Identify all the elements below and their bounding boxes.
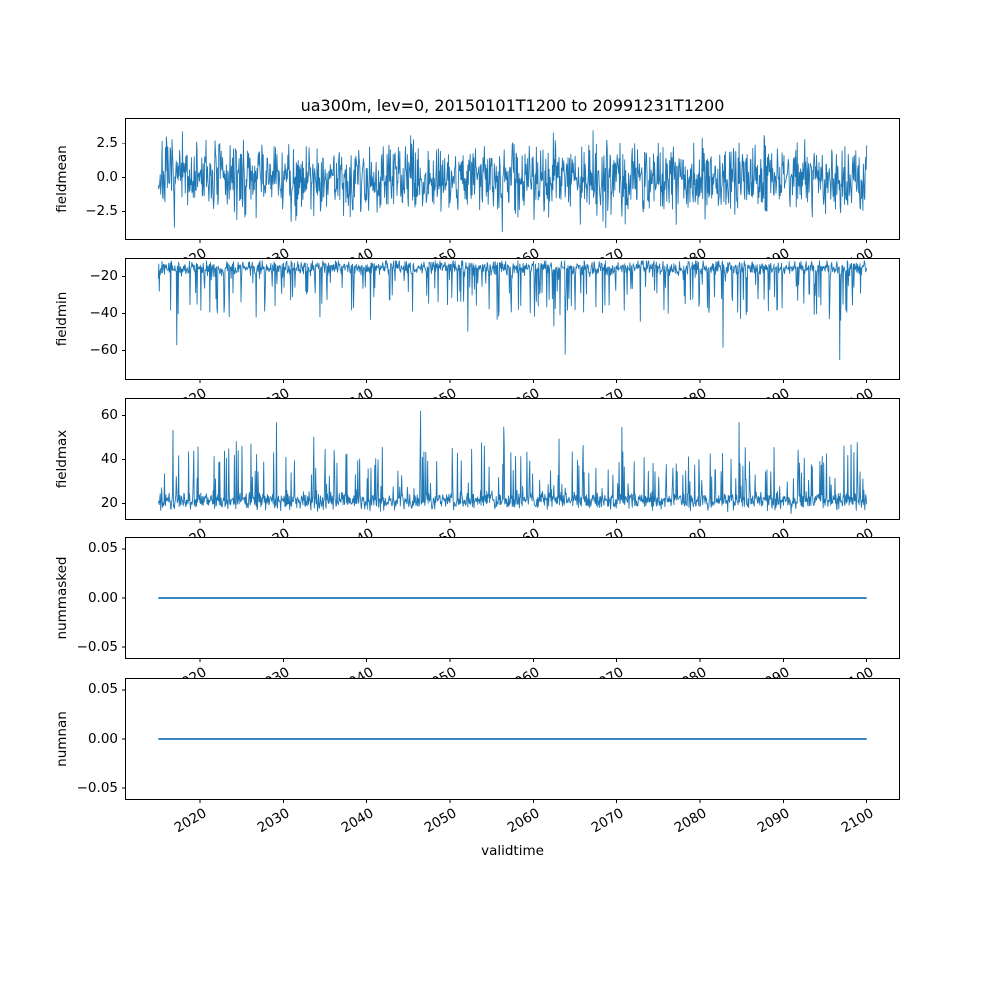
subplot-fieldmax: fieldmax 2040602020203020402050206020702… bbox=[0, 398, 1000, 556]
y-tick-label: 0.00 bbox=[87, 730, 118, 747]
y-tick-label: −60 bbox=[89, 341, 119, 358]
y-tick-label: −0.05 bbox=[76, 638, 118, 655]
y-tick-label: −20 bbox=[89, 267, 119, 284]
x-tick-label: 2100 bbox=[838, 805, 877, 837]
line-plot-fieldmin bbox=[122, 258, 900, 383]
chart-title: ua300m, lev=0, 20150101T1200 to 20991231… bbox=[300, 96, 725, 115]
x-tick-label: 2070 bbox=[588, 805, 627, 837]
plot-area-nummasked bbox=[122, 537, 900, 662]
subplot-fieldmean: fieldmean 2.50.0−2.520202030204020502060… bbox=[0, 118, 1000, 276]
x-tick-label: 2040 bbox=[338, 805, 377, 837]
y-axis-label-fieldmax: fieldmax bbox=[54, 429, 70, 489]
x-axis-label: validtime bbox=[481, 843, 544, 859]
y-tick-label: 0.0 bbox=[96, 169, 118, 186]
subplot-nummasked: nummasked 0.050.00−0.0520202030204020502… bbox=[0, 537, 1000, 695]
y-tick-label: 0.05 bbox=[87, 540, 118, 557]
x-tick-label: 2060 bbox=[505, 805, 543, 837]
y-tick-label: −2.5 bbox=[85, 203, 118, 220]
y-axis-label-fieldmean: fieldmean bbox=[54, 145, 70, 213]
plot-area-fieldmean bbox=[122, 118, 900, 243]
plot-area-fieldmax bbox=[122, 398, 900, 523]
line-plot-numnan bbox=[122, 678, 900, 803]
x-tick-label: 2050 bbox=[421, 805, 460, 837]
line-plot-nummasked bbox=[122, 537, 900, 662]
y-axis-label-fieldmin: fieldmin bbox=[54, 291, 70, 347]
subplot-fieldmin: fieldmin −20−40−602020203020402050206020… bbox=[0, 258, 1000, 416]
plot-area-fieldmin bbox=[122, 258, 900, 383]
y-tick-label: 20 bbox=[100, 495, 118, 511]
line-plot-fieldmax bbox=[122, 398, 900, 523]
y-tick-label: 60 bbox=[100, 407, 118, 424]
line-plot-fieldmean bbox=[122, 118, 900, 243]
y-tick-label: 40 bbox=[100, 451, 118, 468]
y-tick-label: 0.05 bbox=[87, 681, 118, 698]
y-axis-label-numnan: numnan bbox=[54, 711, 70, 767]
x-tick-label: 2030 bbox=[255, 805, 293, 837]
x-tick-label: 2090 bbox=[755, 805, 793, 837]
y-tick-label: 2.5 bbox=[96, 135, 118, 152]
y-axis-label-nummasked: nummasked bbox=[54, 556, 70, 640]
plot-area-numnan bbox=[122, 678, 900, 803]
y-tick-label: 0.00 bbox=[87, 589, 118, 606]
y-tick-label: −0.05 bbox=[76, 779, 118, 796]
x-tick-label: 2080 bbox=[671, 805, 710, 837]
x-tick-label: 2020 bbox=[171, 805, 210, 837]
y-tick-label: −40 bbox=[89, 304, 119, 321]
subplot-numnan: numnan 0.05 0.00 −0.05 2020 2030 2040 2050 2060… bbox=[0, 678, 1000, 836]
